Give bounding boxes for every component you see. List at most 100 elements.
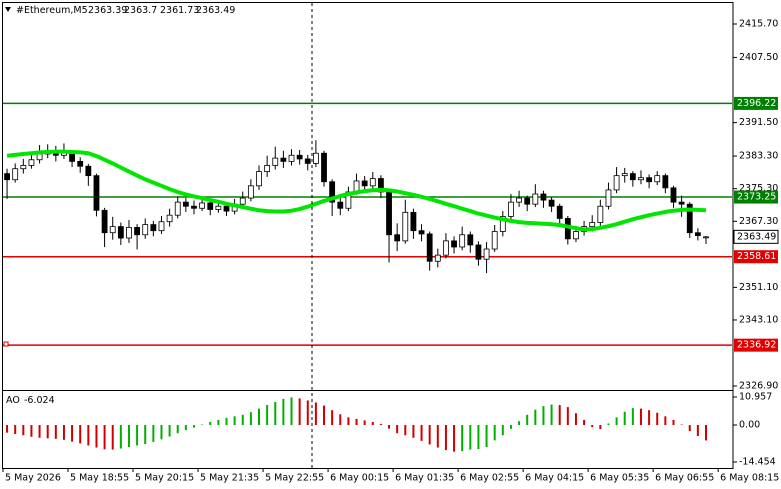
ao-bar [599, 425, 602, 430]
y-tick-label: 2367.30 [739, 216, 778, 227]
candle-body [361, 180, 368, 187]
ao-bar [453, 425, 456, 452]
ao-bar [363, 420, 366, 426]
candle-body [556, 205, 563, 219]
candle-body [337, 201, 344, 209]
candle-body [654, 175, 661, 183]
candle-body [646, 177, 653, 183]
ao-bar [664, 416, 667, 426]
candle-body [459, 234, 466, 248]
candle-body [134, 227, 140, 236]
candle-body [36, 153, 43, 161]
ao-bar [95, 425, 98, 448]
candle-body [605, 189, 612, 207]
candle-body [329, 181, 336, 203]
candle-body [93, 175, 100, 211]
candle-body [142, 224, 149, 236]
ao-bar [225, 417, 228, 426]
x-tick-label: 6 May 05:35 [590, 473, 649, 484]
candle-body [638, 177, 644, 181]
ao-bar [323, 405, 326, 426]
ao-bar [461, 425, 464, 452]
candle-body [540, 193, 547, 201]
y-tick-label: 2407.50 [739, 52, 778, 63]
ao-bar [306, 400, 309, 426]
ao-bar [574, 413, 577, 426]
ao-bar [388, 425, 391, 429]
candle-body [443, 240, 449, 256]
candle-body [207, 202, 214, 210]
y-tick-label: 2343.10 [739, 314, 778, 325]
ao-bar [404, 425, 407, 436]
ao-bar [648, 410, 651, 426]
candle-body [524, 197, 531, 205]
candle-body [345, 191, 352, 209]
ao-bar [38, 425, 41, 438]
ao-bar [71, 425, 74, 442]
ao-bar [282, 398, 285, 426]
symbol-title: #Ethereum,M5 [16, 5, 88, 16]
ao-bar [591, 425, 594, 428]
ao-bar [420, 425, 423, 441]
ao-bar [314, 402, 317, 426]
price-label-box [733, 229, 779, 244]
x-tick-label: 5 May 20:15 [135, 473, 194, 484]
candle-body [239, 197, 246, 205]
ao-bar [518, 421, 521, 426]
ao-bar [6, 425, 9, 433]
ao-bar [46, 425, 49, 439]
ao-bar [241, 414, 244, 426]
candle-body [199, 202, 206, 209]
ao-bar [160, 425, 163, 440]
candle-body [491, 231, 498, 250]
candle-body [686, 203, 693, 234]
ao-bar [583, 419, 586, 426]
candle-body [475, 244, 482, 260]
ao-bar [62, 425, 65, 440]
candle-body [109, 226, 116, 234]
level-label-box [734, 96, 778, 110]
ao-bar [509, 425, 512, 429]
ao-last-value: -6.024 [24, 395, 55, 406]
ao-bar [111, 425, 114, 450]
y-tick-label: 2415.70 [739, 18, 778, 29]
ao-bar [217, 419, 220, 426]
level-label-box [734, 190, 778, 204]
candle-body [434, 254, 441, 262]
candle-body [516, 197, 522, 203]
candle-body [174, 201, 181, 216]
ao-bar [258, 408, 261, 426]
ao-bar [550, 404, 553, 426]
ao-bar [379, 424, 382, 426]
candle-body [629, 173, 636, 181]
candle-body [378, 178, 384, 193]
ao-bar [672, 419, 675, 426]
x-tick-label: 5 May 22:55 [265, 473, 324, 484]
ao-bar [119, 425, 122, 449]
ao-bar [656, 412, 659, 426]
candle-body [85, 165, 92, 177]
candle-body [369, 178, 376, 187]
y-tick-label: 10.957 [739, 391, 772, 402]
ao-bar [566, 407, 569, 426]
ao-bar [209, 421, 212, 426]
y-tick-label: 2383.30 [739, 151, 778, 162]
ao-bar [87, 425, 90, 446]
last-high: 2363.7 [124, 5, 157, 16]
front-layer: 2415.70 2407.50 2391.50 2383.30 2375.30 2367.… [2, 18, 779, 484]
ao-header: AO -6.024 [6, 395, 55, 406]
ao-bar [485, 425, 488, 448]
candle-body [613, 175, 620, 191]
ao-bar [274, 402, 277, 426]
x-tick-label: 5 May 21:35 [200, 473, 259, 484]
ao-bar [704, 425, 707, 441]
x-tick-label: 6 May 04:15 [525, 473, 584, 484]
x-tick-label: 6 May 02:55 [460, 473, 519, 484]
ao-bar [184, 425, 187, 431]
candle-body [402, 211, 409, 242]
ao-bar [607, 423, 610, 426]
candle-body [4, 173, 10, 181]
y-tick-label: 2375.30 [739, 183, 778, 194]
level-label: 2336.92 [737, 340, 776, 351]
